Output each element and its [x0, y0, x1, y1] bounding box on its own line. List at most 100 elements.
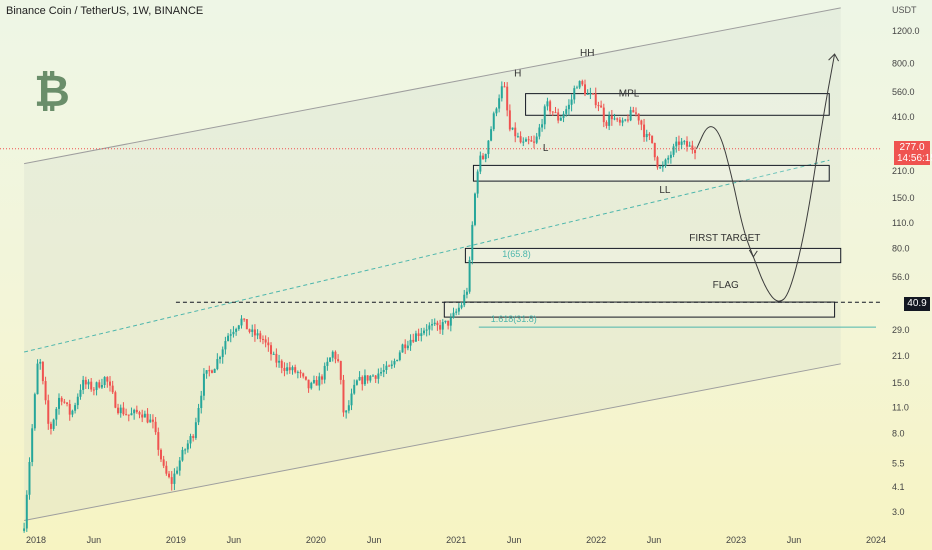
candle-body: [522, 141, 525, 143]
candle-body: [227, 335, 230, 342]
candle-body: [138, 412, 141, 415]
candle-body: [127, 414, 130, 416]
candle-body: [621, 120, 624, 123]
candle-body: [157, 432, 160, 450]
annotation-label: FLAG: [713, 280, 739, 291]
candle-body: [664, 159, 667, 167]
projection-layer: [696, 53, 840, 302]
candle-body: [549, 101, 552, 112]
candle-body: [47, 400, 50, 424]
candle-body: [259, 333, 262, 339]
candle-body: [431, 324, 434, 326]
annotation-label: H: [514, 69, 521, 80]
candle-body: [618, 119, 621, 123]
candle-body: [296, 371, 299, 373]
candle-body: [23, 528, 26, 531]
candle-body: [326, 361, 329, 366]
candle-body: [425, 329, 428, 331]
candle-body: [350, 393, 353, 406]
candle-body: [68, 403, 71, 415]
candle-body: [637, 113, 640, 121]
candle-body: [422, 330, 425, 334]
candle-body: [221, 349, 224, 358]
dashed-trendline: [23, 159, 830, 353]
candle-body: [511, 127, 514, 130]
candle-body: [345, 410, 348, 413]
candle-body: [28, 461, 31, 495]
price-tick-label: 1200.0: [892, 26, 920, 36]
candle-body: [299, 371, 302, 374]
bar-countdown: 14:56:15: [897, 153, 932, 164]
time-tick-label: 2021: [446, 535, 466, 545]
candle-body: [640, 120, 643, 125]
fib-label: 1(65.8): [502, 249, 531, 259]
candle-body: [361, 377, 364, 385]
candle-body: [270, 345, 273, 355]
price-tick-label: 4.1: [892, 482, 905, 492]
candle-body: [390, 364, 393, 367]
candle-body: [645, 133, 648, 138]
candle-body: [237, 325, 240, 330]
candle-body: [229, 334, 232, 336]
candle-body: [465, 291, 468, 295]
candle-body: [608, 115, 611, 126]
candle-body: [141, 414, 144, 418]
candle-body: [90, 381, 93, 390]
candle-body: [243, 318, 246, 320]
price-axis[interactable]: USDT 3.0 4.1 5.5 8.0 11.0 15.0 21.0 29.0 56.0 80.0…: [892, 5, 920, 517]
candle-body: [398, 352, 401, 360]
candle-body: [95, 382, 98, 390]
candle-body: [683, 141, 686, 143]
candle-body: [586, 93, 589, 95]
price-tick-label: 110.0: [892, 218, 914, 228]
candle-body: [503, 86, 506, 88]
candle-body: [559, 117, 562, 121]
arrow-up-icon: [828, 53, 840, 62]
zone-box: [525, 93, 830, 116]
price-tick-label: 29.0: [892, 325, 910, 335]
candle-body: [557, 112, 560, 121]
candle-body: [669, 154, 672, 158]
zones-layer: [443, 93, 842, 318]
candle-body: [538, 127, 541, 137]
candle-body: [33, 394, 36, 429]
candle-body: [176, 470, 179, 474]
candle-body: [280, 360, 283, 368]
price-tick-label: 210.0: [892, 166, 915, 176]
candle-body: [551, 111, 554, 113]
candle-body: [178, 460, 181, 471]
candle-body: [200, 395, 203, 409]
time-tick-label: 2023: [726, 535, 746, 545]
candle-body: [363, 375, 366, 385]
time-tick-label: Jun: [227, 535, 242, 545]
candle-body: [369, 375, 372, 381]
candle-body: [146, 413, 149, 423]
candle-body: [248, 329, 251, 332]
candle-body: [455, 311, 458, 313]
candle-body: [219, 357, 222, 360]
time-axis[interactable]: 2018 Jun 2019 Jun 2020 Jun 2021 Jun 2022 Jun 2023 J…: [26, 535, 886, 545]
candle-body: [635, 112, 637, 114]
candle-body: [323, 365, 326, 380]
candle-body: [82, 379, 85, 390]
candle-body: [347, 405, 350, 411]
candle-body: [52, 419, 55, 429]
candle-body: [162, 459, 165, 466]
candle-body: [49, 423, 52, 429]
candle-body: [396, 359, 399, 362]
flag-level-tag: 40.9: [904, 297, 930, 311]
candle-body: [205, 370, 208, 374]
candle-body: [374, 375, 377, 379]
candle-body: [691, 145, 694, 151]
candle-body: [283, 367, 286, 371]
candle-body: [605, 122, 608, 126]
candle-body: [245, 319, 248, 330]
candle-body: [570, 99, 573, 105]
candle-body: [694, 150, 697, 154]
candle-body: [111, 385, 114, 393]
current-price-value: 277.0: [899, 142, 925, 153]
candle-body: [79, 389, 82, 397]
candle-body: [490, 129, 493, 141]
candle-body: [119, 407, 122, 414]
